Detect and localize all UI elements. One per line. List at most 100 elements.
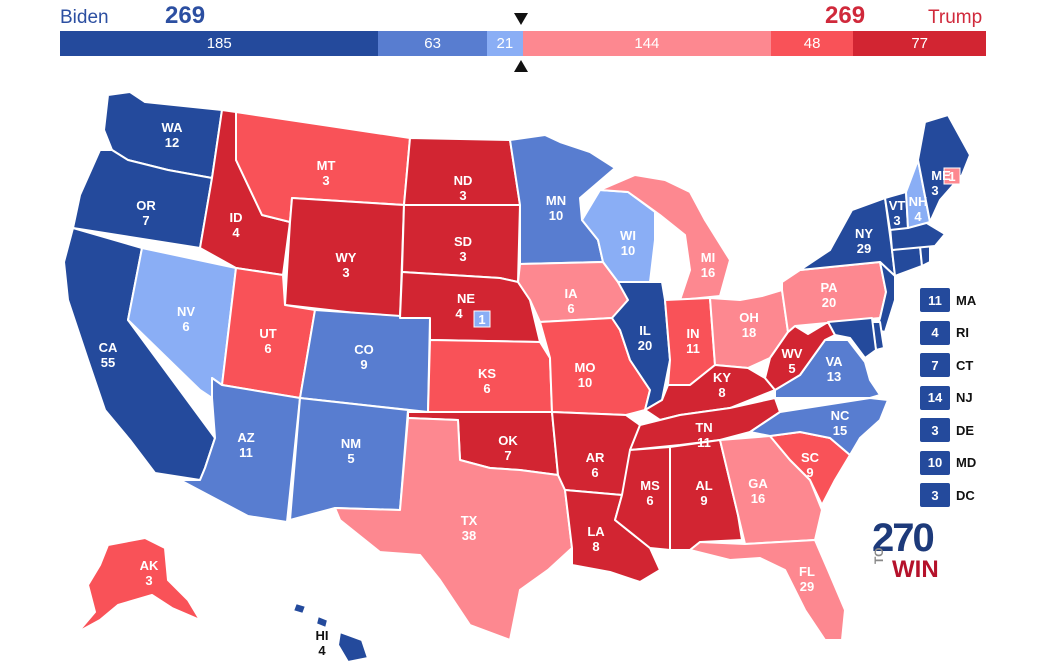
state-label-hi: HI [316, 628, 329, 643]
small-state-ct[interactable]: 7 CT [920, 353, 973, 377]
state-hi[interactable] [292, 602, 369, 663]
state-label-nc: NC [831, 408, 850, 423]
state-label-sd: SD [454, 234, 472, 249]
state-ev-ga: 16 [751, 491, 765, 506]
state-ev-mo: 10 [578, 375, 592, 390]
state-ev-hi: 4 [318, 643, 326, 658]
state-mi[interactable] [599, 174, 731, 301]
tally-safe-dem[interactable]: 185 [60, 31, 379, 56]
small-state-abbr: CT [956, 357, 974, 373]
state-ev-az: 11 [239, 445, 253, 460]
state-md[interactable] [827, 317, 877, 359]
state-label-ms: MS [640, 478, 660, 493]
state-ev-fl: 29 [800, 579, 814, 594]
state-ev-mi: 16 [701, 265, 715, 280]
me-district-box[interactable] [943, 167, 961, 185]
state-ev-va: 13 [827, 369, 841, 384]
state-ev-in: 11 [686, 341, 700, 356]
state-ev-ar: 6 [591, 465, 598, 480]
state-fl[interactable] [689, 539, 846, 641]
state-label-or: OR [136, 198, 156, 213]
tally-likely-dem[interactable]: 63 [378, 31, 487, 56]
state-label-ia: IA [565, 286, 579, 301]
ne-district-box[interactable] [473, 310, 491, 328]
state-label-fl: FL [799, 564, 815, 579]
small-state-abbr: RI [956, 325, 969, 340]
tally-lean-rep[interactable]: 144 [522, 31, 771, 56]
small-state-ma[interactable]: 11 MA [920, 288, 976, 312]
state-label-in: IN [687, 326, 700, 341]
state-ev-la: 8 [592, 539, 599, 554]
state-label-mo: MO [575, 360, 596, 375]
state-ev-wy: 3 [342, 265, 349, 280]
small-state-ev-box: 3 [920, 418, 950, 442]
state-label-wi: WI [620, 228, 636, 243]
state-nc[interactable] [749, 397, 889, 456]
biden-electoral-total: 269 [165, 2, 206, 29]
state-ev-al: 9 [700, 493, 707, 508]
state-ev-nm: 5 [347, 451, 354, 466]
small-state-de[interactable]: 3 DE [920, 418, 974, 442]
tally-likely-rep[interactable]: 48 [770, 31, 854, 56]
state-label-oh: OH [739, 310, 759, 325]
state-label-tn: TN [695, 420, 712, 435]
state-ev-ne: 4 [455, 306, 463, 321]
state-ak[interactable] [77, 537, 201, 633]
state-label-ut: UT [259, 326, 276, 341]
state-label-ok: OK [498, 433, 518, 448]
state-mn[interactable] [509, 134, 616, 265]
small-state-ev-box: 11 [920, 288, 950, 312]
state-label-wv: WV [782, 346, 803, 361]
state-ri[interactable] [919, 245, 931, 267]
tally-safe-rep[interactable]: 77 [853, 31, 986, 56]
state-ev-ky: 8 [718, 385, 725, 400]
small-state-dc[interactable]: 3 DC [920, 483, 975, 507]
state-label-ca: CA [99, 340, 118, 355]
small-state-nj[interactable]: 14 NJ [920, 385, 973, 410]
state-ev-vt: 3 [893, 213, 900, 228]
state-label-mt: MT [317, 158, 336, 173]
state-ev-ok: 7 [504, 448, 511, 463]
small-state-abbr: DE [956, 422, 975, 438]
state-ev-tx: 38 [462, 528, 476, 543]
state-ev-ms: 6 [646, 493, 653, 508]
midpoint-up-arrow-icon [514, 60, 528, 72]
ne-district-label: 1 [478, 312, 485, 327]
state-label-ks: KS [478, 366, 496, 381]
trump-label: Trump [928, 7, 983, 28]
logo-number: 270 [872, 516, 935, 560]
state-label-mi: MI [701, 250, 715, 265]
state-label-wy: WY [336, 250, 357, 265]
biden-label: Biden [60, 7, 109, 28]
logo-win: WIN [892, 556, 939, 583]
state-label-me: ME [931, 168, 951, 183]
state-ev-co: 9 [360, 357, 367, 372]
state-label-pa: PA [820, 280, 838, 295]
state-ev-il: 20 [638, 338, 652, 353]
small-state-ev-box: 14 [920, 385, 950, 410]
state-label-la: LA [587, 524, 605, 539]
state-ev-nc: 15 [833, 423, 847, 438]
state-ev-mn: 10 [549, 208, 563, 223]
state-ev-wv: 5 [788, 361, 795, 376]
state-label-vt: VT [889, 198, 906, 213]
state-tx[interactable] [334, 417, 573, 641]
state-label-ak: AK [140, 558, 159, 573]
small-state-md[interactable]: 10 MD [920, 450, 976, 475]
state-az[interactable] [179, 377, 301, 523]
tally-lean-dem[interactable]: 21 [486, 31, 523, 56]
state-label-mn: MN [546, 193, 566, 208]
state-label-az: AZ [237, 430, 254, 445]
state-ev-mt: 3 [322, 173, 329, 188]
midpoint-down-arrow-icon [514, 13, 528, 25]
state-ev-ak: 3 [145, 573, 152, 588]
state-il[interactable] [611, 281, 671, 411]
state-ev-wi: 10 [621, 243, 635, 258]
me-district-label: 1 [948, 169, 955, 184]
state-ev-id: 4 [232, 225, 240, 240]
state-ev-ut: 6 [264, 341, 271, 356]
electoral-tally-bar: 185 63 21 144 48 77 [60, 31, 986, 56]
small-state-ri[interactable]: 4 RI [920, 320, 969, 345]
small-state-ev-box: 3 [920, 483, 950, 507]
